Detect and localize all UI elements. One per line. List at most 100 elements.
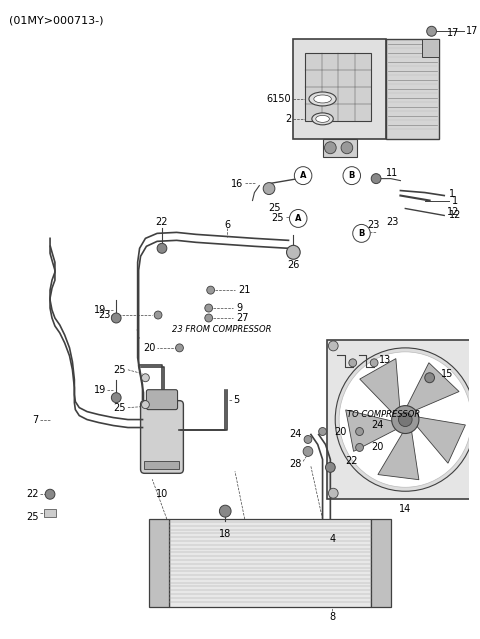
Ellipse shape [314,95,331,103]
Circle shape [205,304,213,312]
Circle shape [157,243,167,253]
Text: 20: 20 [371,442,384,452]
Text: 12: 12 [449,210,461,220]
Text: A: A [300,171,306,180]
Circle shape [45,489,55,499]
Text: 1: 1 [449,189,455,199]
Text: 16: 16 [230,178,243,189]
Circle shape [303,447,313,456]
Circle shape [341,142,353,154]
Circle shape [392,406,419,433]
Text: 17: 17 [466,26,478,36]
Text: 10: 10 [156,489,168,499]
Polygon shape [417,417,466,463]
Text: 6: 6 [224,220,230,231]
Ellipse shape [309,92,336,106]
Circle shape [370,359,378,367]
Text: 22: 22 [26,489,38,499]
Circle shape [343,167,360,185]
Text: 26: 26 [287,260,300,270]
Text: 20: 20 [143,343,155,353]
Text: 9: 9 [236,303,242,313]
Ellipse shape [316,116,329,122]
Text: 19: 19 [94,305,107,315]
Circle shape [324,142,336,154]
FancyBboxPatch shape [146,390,178,410]
Text: 25: 25 [26,512,38,522]
Circle shape [319,427,326,436]
Circle shape [289,210,307,227]
Text: 19: 19 [94,385,107,395]
Bar [327,340,480,499]
Circle shape [335,348,475,491]
Circle shape [353,224,370,242]
Bar [386,39,439,139]
Bar [169,519,371,607]
Circle shape [219,505,231,517]
Text: 7: 7 [32,415,38,424]
Text: 17: 17 [447,28,459,38]
Text: 13: 13 [379,355,391,365]
Text: 2: 2 [285,114,291,124]
Text: 27: 27 [236,313,249,323]
Text: 21: 21 [238,285,250,295]
Text: 28: 28 [289,459,301,470]
Circle shape [398,413,412,427]
Circle shape [349,359,357,367]
Text: 25: 25 [271,213,284,224]
Text: 8: 8 [329,612,336,622]
Text: 24: 24 [371,420,384,429]
Circle shape [472,488,480,498]
Polygon shape [360,358,400,413]
Polygon shape [378,432,419,480]
Circle shape [111,393,121,403]
Text: 23: 23 [367,220,380,231]
Text: 20: 20 [334,426,347,436]
Text: 23 FROM COMPRESSOR: 23 FROM COMPRESSOR [172,325,271,334]
Text: B: B [358,229,365,238]
Text: 25: 25 [268,203,281,213]
Bar [149,519,169,607]
Text: B: B [348,171,355,180]
Text: 22: 22 [156,217,168,227]
Bar [323,139,357,157]
Circle shape [371,174,381,183]
Bar [305,53,371,121]
Circle shape [142,374,149,381]
FancyBboxPatch shape [141,401,183,473]
Circle shape [304,436,312,443]
Text: 12: 12 [447,208,459,217]
Text: TO COMPRESSOR: TO COMPRESSOR [347,410,420,419]
Bar [422,39,439,57]
Circle shape [356,427,363,436]
Text: 25: 25 [113,403,126,413]
Circle shape [142,401,149,408]
Text: 5: 5 [233,395,239,404]
Circle shape [325,463,335,472]
Circle shape [294,167,312,185]
Text: 18: 18 [219,529,231,539]
Circle shape [356,443,363,451]
Bar [44,509,56,517]
Text: 1: 1 [452,196,458,206]
Polygon shape [346,410,396,451]
Text: 4: 4 [329,534,336,544]
Text: 11: 11 [386,167,398,178]
Circle shape [263,183,275,194]
Text: 6150: 6150 [267,94,291,104]
Text: 22: 22 [345,456,358,466]
Ellipse shape [312,113,333,125]
Circle shape [207,286,215,294]
Text: 24: 24 [289,429,301,440]
Circle shape [328,341,338,351]
Text: A: A [295,214,301,223]
Text: 23: 23 [99,310,111,320]
Circle shape [427,26,436,36]
Bar [293,39,386,139]
Bar [371,519,391,607]
Circle shape [425,373,434,383]
Text: 15: 15 [441,369,454,379]
Circle shape [111,313,121,323]
Bar [144,461,180,470]
Circle shape [328,488,338,498]
